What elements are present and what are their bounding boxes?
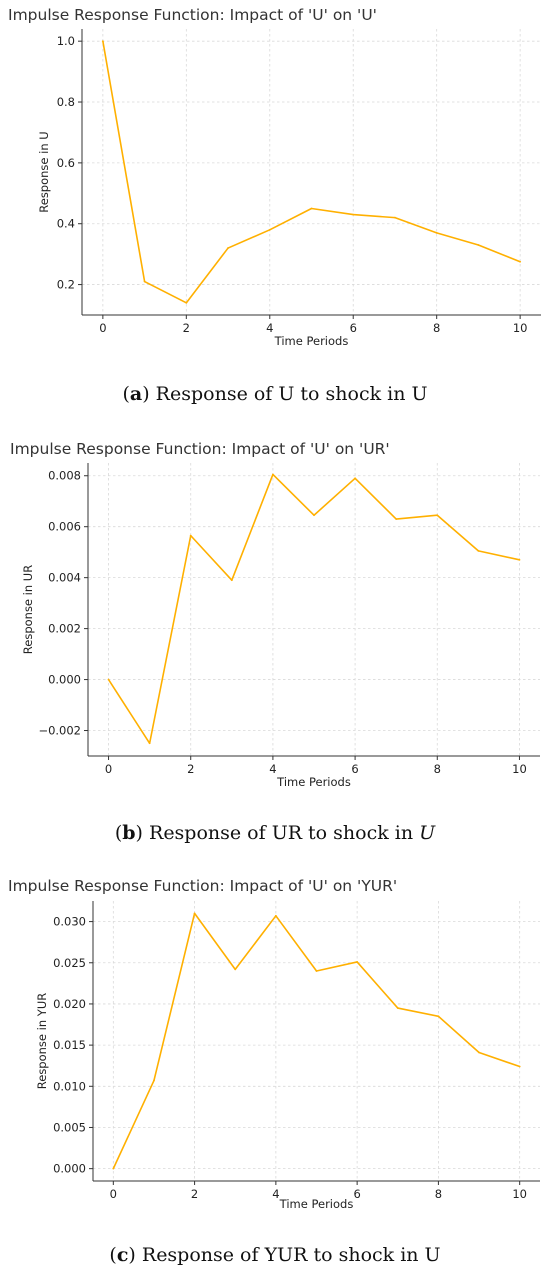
data-point [437, 1015, 440, 1018]
x-tick-label: 6 [353, 1187, 360, 1201]
figure-panel-b: 0 2 4 6 8 10 −0.002 0.000 0.002 0.004 0.006 0.008 Im… [0, 434, 550, 864]
data-point [435, 231, 438, 234]
y-tick-label: 0.005 [53, 1120, 86, 1134]
chart-c: 0 2 4 6 8 10 0.000 0.005 0.010 0.015 0.020 0.025 0.0… [8, 877, 540, 1211]
data-point [396, 1007, 399, 1009]
data-point [477, 550, 480, 552]
caption-c: (c) Response of YUR to shock in U [109, 1244, 441, 1266]
y-tick-label: 0.6 [57, 156, 75, 170]
data-point [189, 534, 192, 537]
data-point [356, 961, 359, 963]
chart-title: Impulse Response Function: Impact of 'U'… [10, 440, 390, 458]
x-axis-label: Time Periods [276, 775, 351, 789]
x-tick-label: 8 [433, 321, 440, 335]
data-point [234, 968, 237, 971]
data-point [268, 228, 271, 231]
data-point [112, 1167, 115, 1170]
y-tick-label: 1.0 [57, 34, 75, 48]
y-tick-label: 0.000 [53, 1162, 86, 1176]
x-tick-label: 2 [187, 762, 194, 776]
x-tick-label: 10 [512, 1187, 527, 1201]
data-point [153, 1079, 155, 1082]
x-tick-label: 2 [191, 1187, 198, 1201]
x-tick-label: 6 [351, 762, 358, 776]
x-tick-label: 0 [99, 321, 106, 335]
data-point [227, 247, 229, 249]
data-point [272, 473, 274, 476]
y-tick-label: 0.004 [48, 571, 81, 585]
data-point [101, 40, 104, 43]
data-point [518, 558, 521, 561]
data-point [274, 914, 277, 917]
caption-b: (b) Response of UR to shock in U [114, 822, 436, 844]
x-tick-label: 4 [266, 321, 273, 335]
data-point [519, 260, 522, 263]
data-point [477, 244, 480, 246]
x-tick-label: 0 [105, 762, 112, 776]
data-point [313, 514, 315, 517]
data-point [436, 514, 439, 517]
y-axis-label: Response in U [37, 131, 51, 212]
y-tick-label: 0.006 [48, 520, 81, 534]
figure-panel-a: 0 2 4 6 8 10 0.2 0.4 0.6 0.8 1.0 Impulse Response F… [0, 0, 550, 424]
figure-panel-c: 0 2 4 6 8 10 0.000 0.005 0.010 0.015 0.020 0.025 0.0… [0, 870, 550, 1279]
y-axis-label: Response in YUR [35, 993, 49, 1089]
chart-a: 0 2 4 6 8 10 0.2 0.4 0.6 0.8 1.0 Impulse Response F… [8, 6, 541, 348]
series-line [102, 41, 521, 304]
y-tick-label: 0.2 [57, 278, 75, 292]
y-tick-label: 0.010 [53, 1079, 86, 1093]
x-tick-label: 10 [513, 321, 528, 335]
x-axis-label: Time Periods [274, 334, 349, 348]
data-point [148, 742, 151, 745]
chart-title: Impulse Response Function: Impact of 'U'… [8, 877, 397, 895]
data-point [395, 518, 398, 520]
data-point [394, 216, 396, 219]
y-tick-label: 0.8 [57, 95, 75, 109]
x-axis-label: Time Periods [279, 1197, 354, 1211]
chart-title: Impulse Response Function: Impact of 'U'… [8, 6, 377, 24]
data-point [230, 579, 233, 582]
series-line [112, 912, 520, 1169]
y-tick-label: 0.002 [48, 622, 81, 636]
y-tick-label: −0.002 [38, 724, 81, 738]
x-tick-label: 10 [512, 762, 527, 776]
y-tick-label: 0.000 [48, 673, 81, 687]
x-tick-label: 0 [110, 1187, 117, 1201]
y-axis-label: Response in UR [21, 565, 35, 654]
data-point [354, 477, 356, 480]
x-tick-label: 6 [350, 321, 357, 335]
x-tick-label: 8 [434, 762, 441, 776]
x-tick-label: 8 [435, 1187, 442, 1201]
data-point [478, 1051, 480, 1054]
y-tick-label: 0.015 [53, 1038, 86, 1052]
y-tick-label: 0.4 [57, 217, 75, 231]
y-tick-label: 0.025 [53, 956, 86, 970]
data-point [143, 280, 146, 283]
data-point [193, 912, 196, 915]
caption-a: (a) Response of U to shock in U [122, 383, 428, 405]
y-tick-label: 0.020 [53, 997, 86, 1011]
data-point [518, 1065, 521, 1068]
data-point [352, 213, 355, 216]
x-tick-label: 4 [272, 1187, 279, 1201]
x-tick-label: 4 [269, 762, 276, 776]
x-tick-label: 2 [183, 321, 190, 335]
y-tick-label: 0.030 [53, 915, 86, 929]
chart-b: 0 2 4 6 8 10 −0.002 0.000 0.002 0.004 0.006 0.008 Im… [10, 440, 540, 789]
data-point [107, 678, 110, 681]
data-point [315, 970, 318, 972]
data-point [185, 301, 188, 304]
data-point [310, 207, 313, 210]
y-tick-label: 0.008 [48, 469, 81, 483]
